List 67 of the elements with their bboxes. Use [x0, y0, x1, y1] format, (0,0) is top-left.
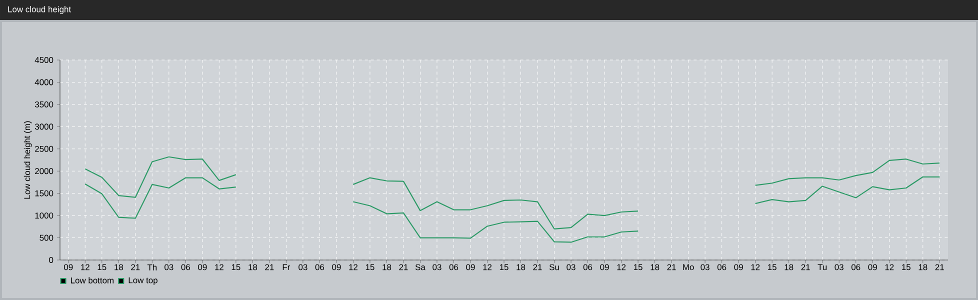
x-tick-label: 15: [634, 264, 642, 270]
x-tick-label: 12: [349, 264, 358, 270]
x-tick-label: 21: [131, 264, 140, 270]
x-tick-label: 06: [181, 264, 190, 270]
x-tick-label: 18: [114, 264, 123, 270]
x-tick-label: 06: [717, 264, 726, 270]
x-tick-label: Fr: [282, 264, 290, 270]
x-tick-label: 12: [751, 264, 760, 270]
x-tick-label: Su: [549, 264, 559, 270]
x-tick-label: 09: [600, 264, 609, 270]
x-tick-label: 09: [466, 264, 475, 270]
x-tick-label: 12: [617, 264, 626, 270]
chart-title: Low cloud height: [8, 6, 72, 14]
x-tick-label: 09: [64, 264, 73, 270]
y-tick-label: 500: [40, 234, 54, 241]
x-tick-label: Sa: [415, 264, 426, 270]
x-tick-label: 09: [734, 264, 743, 270]
x-tick-label: 15: [366, 264, 374, 270]
x-tick-label: 09: [198, 264, 207, 270]
x-tick-label: 15: [232, 264, 240, 270]
y-tick-label: 2000: [35, 168, 54, 174]
x-tick-label: 18: [382, 264, 392, 270]
x-tick-label: 21: [265, 264, 274, 270]
x-tick-label: 12: [215, 264, 224, 270]
x-tick-label: 21: [935, 264, 944, 270]
y-tick-label: 1000: [35, 212, 54, 219]
legend-label: Low bottom: [70, 277, 114, 284]
y-axis-title: Low cloud height (m): [24, 121, 32, 199]
x-tick-label: 18: [918, 264, 928, 270]
y-tick-label: 3500: [34, 101, 54, 108]
legend-label: Low top: [128, 277, 158, 285]
x-tick-label: 06: [315, 264, 324, 270]
x-tick-label: 18: [650, 264, 660, 270]
x-tick-label: 12: [483, 264, 492, 270]
x-tick-label: 21: [801, 264, 810, 270]
x-tick-label: 09: [332, 264, 341, 270]
y-tick-label: 0: [49, 257, 54, 263]
x-tick-label: 18: [248, 264, 258, 270]
x-tick-label: 21: [533, 264, 542, 270]
x-tick-label: 12: [81, 264, 90, 270]
x-tick-label: 06: [449, 264, 458, 270]
x-tick-label: 03: [432, 264, 442, 270]
x-tick-label: 15: [902, 264, 910, 270]
x-tick-label: 18: [516, 264, 526, 270]
x-tick-label: 12: [885, 264, 894, 270]
y-tick-label: 4000: [34, 79, 54, 86]
x-tick-label: 15: [98, 264, 106, 270]
x-tick-label: 09: [868, 264, 877, 270]
x-tick-label: 03: [700, 264, 710, 270]
y-tick-label: 1500: [35, 190, 54, 196]
x-tick-label: 06: [851, 264, 860, 270]
x-tick-label: 15: [500, 264, 508, 270]
x-tick-label: 03: [164, 264, 174, 270]
x-tick-label: 18: [784, 264, 794, 270]
x-tick-label: Tu: [818, 264, 827, 270]
x-tick-label: 03: [566, 264, 576, 270]
y-tick-label: 2500: [35, 146, 54, 152]
y-tick-label: 3000: [34, 124, 54, 130]
x-tick-label: Th: [147, 264, 157, 270]
x-tick-label: 21: [667, 264, 676, 270]
x-tick-label: 21: [399, 264, 408, 270]
x-tick-label: Mo: [683, 264, 694, 270]
x-tick-label: 06: [583, 264, 592, 270]
x-tick-label: 03: [834, 264, 844, 270]
y-tick-label: 4500: [34, 57, 54, 63]
x-tick-label: 15: [768, 264, 776, 270]
x-tick-label: 03: [298, 264, 308, 270]
